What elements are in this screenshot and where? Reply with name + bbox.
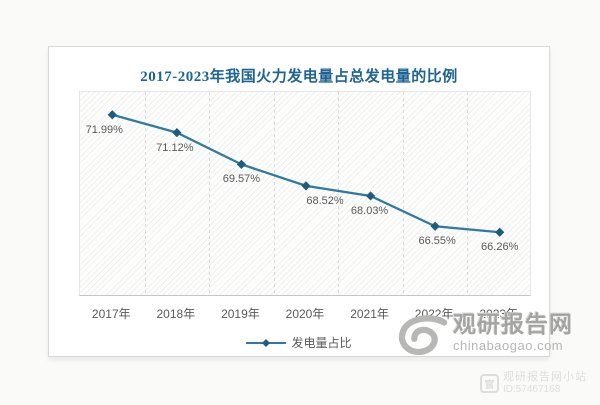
data-point-marker <box>495 227 505 237</box>
data-label: 71.12% <box>156 141 194 154</box>
data-point-marker <box>107 110 117 120</box>
data-point-marker <box>365 191 376 201</box>
legend: 发电量占比 <box>49 334 549 351</box>
watermark-corner: 官 观研报告网小站 ID:57467168 <box>480 371 587 395</box>
data-point-marker <box>172 127 182 138</box>
data-label: 69.57% <box>222 173 261 186</box>
data-point-marker <box>301 181 311 191</box>
x-axis: 2017年 2018年 2019年 2020年 2021年 2022年 2023年 <box>79 305 531 321</box>
line-series <box>107 110 505 237</box>
x-axis-label: 2022年 <box>414 307 454 321</box>
data-point-marker <box>236 159 247 169</box>
x-axis-label: 2023年 <box>479 307 519 321</box>
x-axis-label: 2018年 <box>156 307 196 321</box>
data-label: 66.55% <box>418 235 456 248</box>
gridline <box>402 92 404 295</box>
gridline <box>338 92 340 295</box>
legend-label: 发电量占比 <box>291 336 352 350</box>
data-point-marker <box>430 221 440 231</box>
chart-card: 2017-2023年我国火力发电量占总发电量的比例 71.99% 71.12% 69… <box>48 46 550 357</box>
site-badge-icon: 官 <box>480 373 499 393</box>
data-label: 66.26% <box>481 241 519 254</box>
x-axis-label: 2019年 <box>221 307 260 321</box>
plot-area: 71.99% 71.12% 69.57% 68.52% 68.03% 66.55% 66.2… <box>79 91 531 296</box>
chart-title: 2017-2023年我国火力发电量占总发电量的比例 <box>140 69 458 85</box>
x-axis-label: 2020年 <box>285 307 325 321</box>
gridline <box>273 92 275 295</box>
corner-watermark-id: ID:57467168 <box>503 383 561 395</box>
gridline <box>144 92 146 295</box>
series-line <box>111 113 500 234</box>
gridline <box>467 92 469 295</box>
data-label: 71.99% <box>85 123 123 136</box>
corner-watermark-name: 观研报告网小站 <box>503 371 587 383</box>
legend-marker-icon <box>246 338 287 347</box>
gridline <box>209 92 211 295</box>
x-axis-label: 2021年 <box>350 307 389 321</box>
data-label: 68.52% <box>306 194 344 207</box>
x-axis-label: 2017年 <box>91 307 131 321</box>
data-label: 68.03% <box>350 204 389 217</box>
